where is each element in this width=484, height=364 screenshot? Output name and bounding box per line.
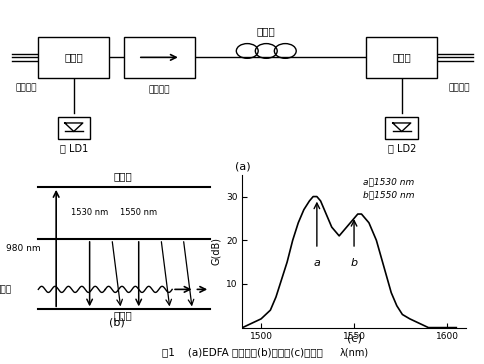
X-axis label: λ(nm): λ(nm) [339, 347, 368, 357]
Text: b: b [350, 258, 357, 268]
Text: 980 nm: 980 nm [6, 244, 41, 253]
Text: b＝1550 nm: b＝1550 nm [363, 190, 414, 199]
Text: 图1    (a)EDFA 的结构；(b)能级；(c)增益谱: 图1 (a)EDFA 的结构；(b)能级；(c)增益谱 [162, 347, 322, 357]
Text: 1530 nm: 1530 nm [71, 209, 108, 217]
Text: 1550 nm: 1550 nm [120, 209, 157, 217]
Text: (c): (c) [346, 333, 361, 344]
Y-axis label: G(dB): G(dB) [210, 237, 220, 265]
Text: 泵 LD1: 泵 LD1 [60, 144, 88, 154]
Text: 信号输入: 信号输入 [447, 83, 469, 92]
Bar [365, 36, 437, 78]
Text: 耦合器: 耦合器 [64, 52, 83, 62]
Bar [38, 36, 109, 78]
Text: (b): (b) [108, 318, 124, 328]
Text: (a): (a) [234, 161, 250, 171]
Text: 铒光纤: 铒光纤 [257, 27, 275, 36]
Text: 信号输入: 信号输入 [15, 83, 37, 92]
Text: 耦合器: 耦合器 [392, 52, 410, 62]
Text: a＝1530 nm: a＝1530 nm [363, 177, 414, 186]
Bar [123, 36, 195, 78]
Text: 低能级: 低能级 [113, 310, 132, 320]
Text: 泵 LD2: 泵 LD2 [387, 144, 415, 154]
Bar [58, 117, 90, 139]
Bar [385, 117, 417, 139]
Text: 高能级: 高能级 [113, 171, 132, 181]
Text: 光隔离器: 光隔离器 [148, 85, 170, 94]
Text: 信号光: 信号光 [0, 285, 12, 294]
Text: a: a [313, 258, 319, 268]
